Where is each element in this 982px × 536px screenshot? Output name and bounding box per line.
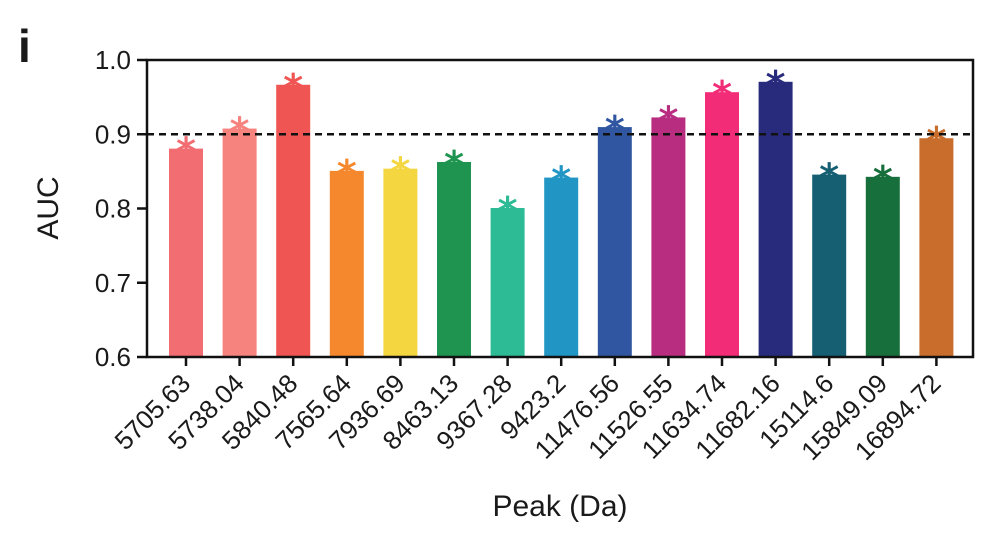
- x-axis-label: Peak (Da): [492, 490, 627, 523]
- significance-marker: *: [766, 63, 786, 107]
- bar: [381, 166, 420, 358]
- bar: [649, 115, 688, 359]
- significance-marker: *: [605, 108, 625, 152]
- bar: [220, 126, 259, 358]
- bar: [435, 159, 473, 358]
- significance-markers: * * * * * * * * * * * * * * *: [176, 63, 946, 233]
- bar: [703, 90, 741, 358]
- significance-marker: *: [337, 152, 357, 196]
- panel-label: i: [18, 20, 31, 72]
- y-axis-label: AUC: [32, 176, 65, 239]
- bars: [167, 79, 956, 359]
- bar: [917, 136, 956, 358]
- significance-marker: *: [498, 189, 518, 233]
- significance-marker: *: [712, 73, 732, 117]
- significance-marker: *: [444, 143, 464, 187]
- y-tick-label: 0.9: [95, 119, 131, 149]
- significance-marker: *: [176, 130, 196, 174]
- bar: [756, 79, 795, 358]
- y-tick-label: 0.7: [95, 268, 131, 298]
- significance-marker: *: [551, 159, 571, 203]
- bar: [595, 125, 634, 358]
- significance-marker: *: [819, 156, 839, 200]
- bar: [542, 175, 581, 358]
- significance-marker: *: [873, 158, 893, 202]
- significance-marker: *: [926, 119, 946, 163]
- x-axis-ticks: 5705.635738.045840.487565.647936.698463.…: [109, 357, 947, 466]
- bar: [167, 146, 205, 358]
- y-tick-label: 0.8: [95, 194, 131, 224]
- significance-marker: *: [658, 98, 678, 142]
- bar: [863, 174, 902, 358]
- y-axis-ticks: 0.6 0.7 0.8 0.9 1.0: [95, 45, 147, 372]
- bar: [488, 206, 527, 358]
- bar: [810, 172, 849, 358]
- bar: [327, 168, 366, 358]
- y-tick-label: 0.6: [95, 342, 131, 372]
- significance-marker: *: [230, 110, 250, 154]
- significance-marker: *: [283, 66, 303, 110]
- bar: [274, 82, 313, 358]
- significance-marker: *: [390, 150, 410, 194]
- y-tick-label: 1.0: [95, 45, 131, 75]
